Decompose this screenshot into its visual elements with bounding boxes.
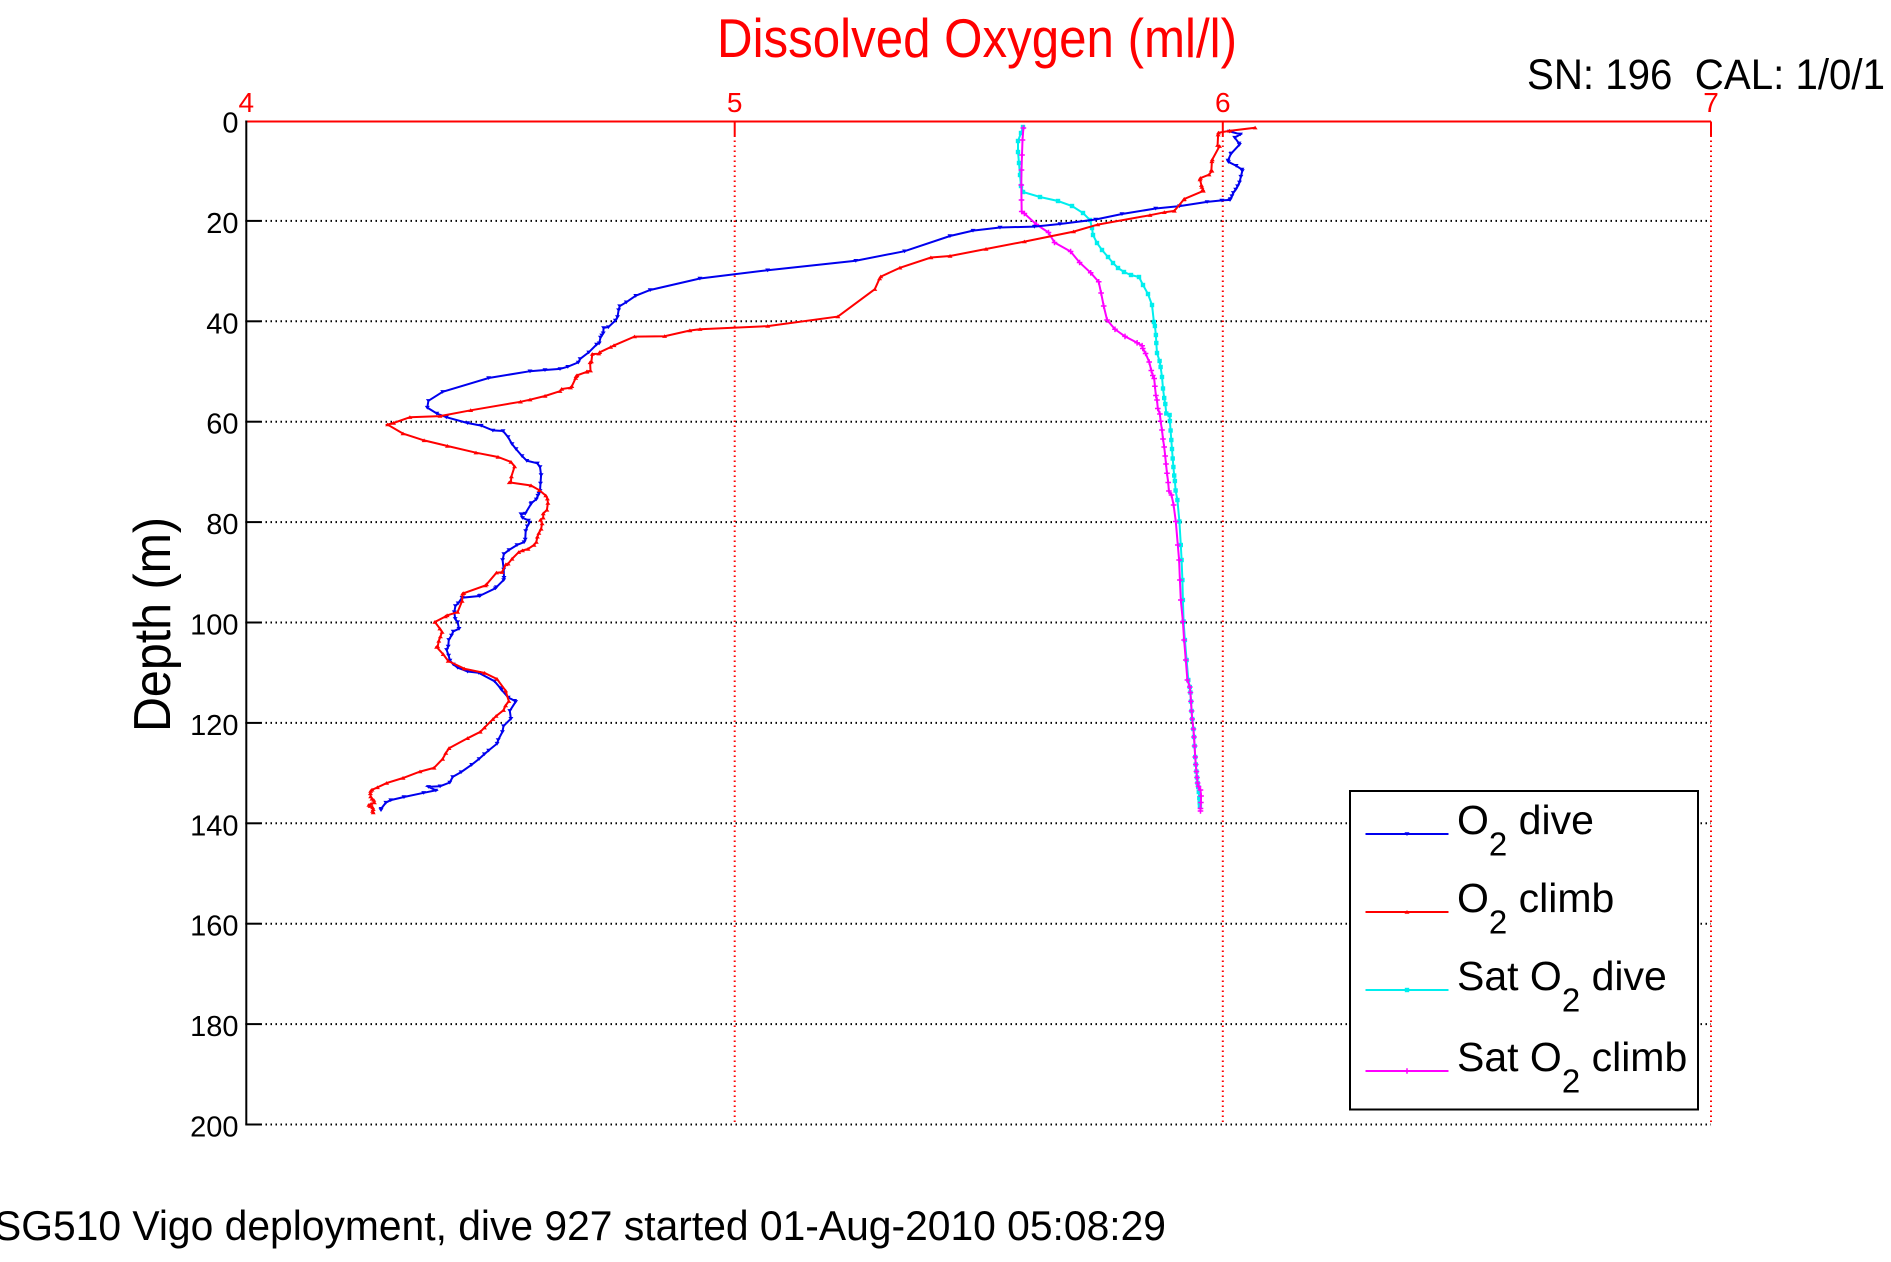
svg-text:5: 5 — [727, 87, 743, 118]
svg-text:SN: 196 CAL: 1/0/1: SN: 196 CAL: 1/0/1 — [1527, 51, 1885, 99]
svg-text:60: 60 — [206, 409, 238, 441]
svg-text:40: 40 — [206, 308, 238, 340]
svg-text:120: 120 — [190, 710, 238, 742]
svg-text:20: 20 — [206, 208, 238, 240]
svg-text:160: 160 — [190, 911, 238, 943]
svg-text:Depth (m): Depth (m) — [124, 517, 182, 732]
svg-text:Dissolved Oxygen (ml/l): Dissolved Oxygen (ml/l) — [717, 7, 1237, 69]
svg-text:100: 100 — [190, 610, 238, 642]
svg-text:7: 7 — [1703, 87, 1719, 118]
svg-text:140: 140 — [190, 810, 238, 842]
svg-text:4: 4 — [239, 87, 255, 118]
svg-text:0: 0 — [222, 108, 238, 140]
svg-text:180: 180 — [190, 1011, 238, 1043]
svg-text:SG510 Vigo deployment, dive 92: SG510 Vigo deployment, dive 927 started … — [0, 1202, 1166, 1249]
svg-text:200: 200 — [190, 1112, 238, 1144]
svg-text:80: 80 — [206, 509, 238, 541]
svg-text:6: 6 — [1215, 87, 1231, 118]
